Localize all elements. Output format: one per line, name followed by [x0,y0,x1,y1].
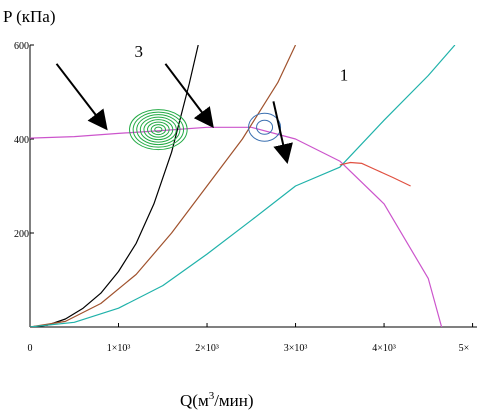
x-tick-label-4000: 4×10³ [372,343,396,354]
y-tick-label-600: 600 [14,41,29,52]
curve-label-1: 1 [340,65,349,84]
spiral-marker-2-ring-2 [248,112,282,142]
plot-area: 200 400 600 0 1×10³ 2×10³ 3×10³ 4×10³ 5× 3 1 [14,41,477,354]
spiral-marker-2-ring-1 [256,119,274,135]
spiral-marker-1-ring-4 [143,119,174,141]
x-tick-label-3000: 3×10³ [284,343,308,354]
arrow-2 [164,63,214,129]
y-tick-label-400: 400 [14,135,29,146]
spiral-marker-1-ring-7 [132,111,185,148]
series-line-5 [339,161,411,187]
x-tick-label-0: 0 [28,343,33,354]
spiral-marker-1-ring-3 [147,121,170,138]
y-tick-label-200: 200 [14,229,29,240]
spiral-marker-1-ring-5 [139,116,177,143]
x-axis-label-sup: 3 [209,390,215,402]
x-axis-label-rest: /мин) [214,391,253,410]
x-tick-label-2000: 2×10³ [195,343,219,354]
x-tick-label-5000: 5× [459,343,470,354]
arrow-3 [272,101,293,165]
spiral-marker-1-ring-2 [150,124,167,136]
curve-label-3: 3 [134,42,143,61]
series-line-3 [30,45,297,327]
series-line-4 [30,45,456,327]
x-tick-label-1000: 1×10³ [107,343,131,354]
series-line-1 [30,126,443,327]
spiral-marker-1-ring-6 [136,114,181,146]
x-axis-label-main: Q(м [180,391,209,410]
series-line-2 [30,45,199,327]
spiral-marker-1-ring-8 [129,109,188,151]
spiral-marker-1-ring-1 [154,126,163,133]
x-axis-label: Q(м3/мин) [180,390,254,410]
y-axis-label: P (кПа) [3,7,55,26]
series-group [30,45,456,327]
arrow-1 [55,63,108,131]
